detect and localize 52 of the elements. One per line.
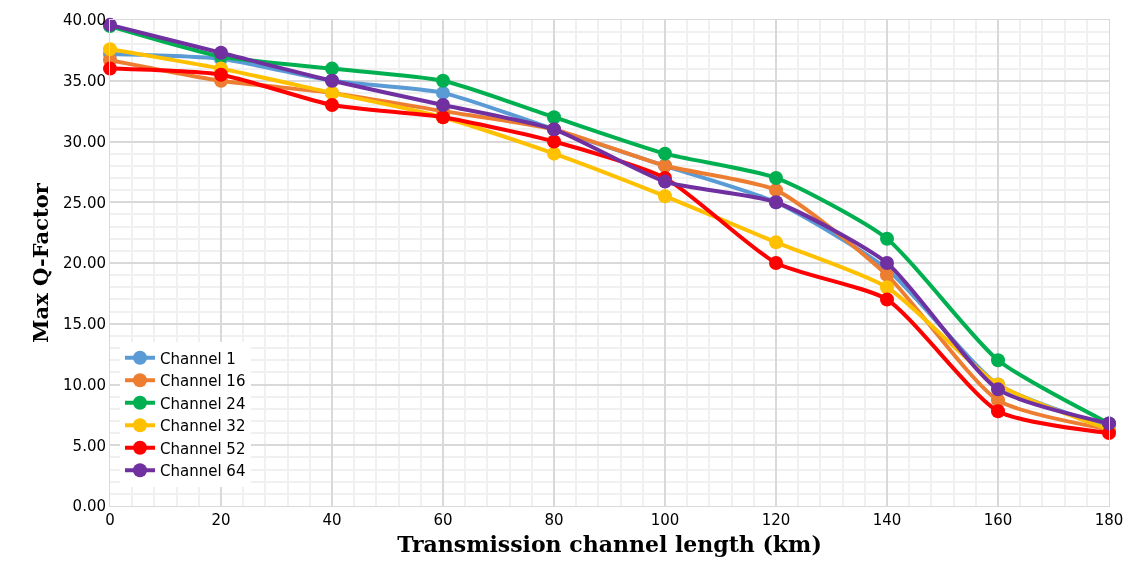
legend-label: Channel 52 (159, 439, 246, 458)
point (214, 45, 228, 60)
y-tick-label: 5.00 (72, 436, 106, 455)
point (769, 235, 783, 250)
y-tick-label: 30.00 (63, 132, 106, 151)
x-tick-label: 20 (211, 511, 231, 529)
point (547, 134, 561, 149)
point (436, 73, 450, 88)
legend-label: Channel 16 (159, 372, 246, 391)
point (769, 256, 783, 270)
y-tick-label: 0.00 (72, 497, 106, 516)
point (547, 110, 561, 125)
x-tick-label: 120 (761, 511, 791, 529)
point (547, 146, 561, 161)
point (991, 382, 1005, 397)
point (880, 231, 894, 246)
point (991, 353, 1005, 368)
x-tick-label: 80 (544, 511, 564, 529)
x-tick-label: 100 (650, 511, 680, 529)
y-tick-label: 20.00 (63, 254, 106, 273)
x-tick-label: 60 (433, 511, 453, 529)
point (658, 189, 672, 204)
y-axis-title: Max Q-Factor (28, 182, 54, 343)
point (325, 98, 339, 113)
x-tick-label: 160 (983, 511, 1013, 529)
point (325, 61, 339, 76)
legend-label: Channel 32 (159, 417, 246, 436)
y-tick-label: 15.00 (63, 315, 106, 333)
point (436, 98, 450, 113)
y-tick-label: 10.00 (63, 375, 106, 394)
legend-label: Channel 1 (159, 349, 236, 368)
y-tick-label: 25.00 (63, 193, 106, 212)
x-tick-label: 40 (322, 511, 342, 529)
x-axis-title: Transmission channel length (km) (397, 530, 822, 557)
point (880, 256, 894, 270)
point (103, 42, 117, 57)
x-tick-label: 140 (872, 511, 902, 529)
point (880, 280, 894, 295)
point (214, 67, 228, 82)
y-tick-label: 35.00 (63, 72, 106, 90)
legend-label: Channel 64 (159, 462, 246, 481)
point (769, 183, 783, 198)
point (769, 170, 783, 185)
legend-label: Channel 24 (159, 394, 246, 413)
x-tick-label: 0 (105, 511, 115, 529)
x-tick-label: 180 (1094, 511, 1124, 529)
point (880, 292, 894, 307)
y-tick-label: 40.00 (63, 11, 106, 30)
point (103, 61, 117, 76)
point (991, 404, 1005, 419)
point (658, 174, 672, 189)
point (658, 146, 672, 161)
